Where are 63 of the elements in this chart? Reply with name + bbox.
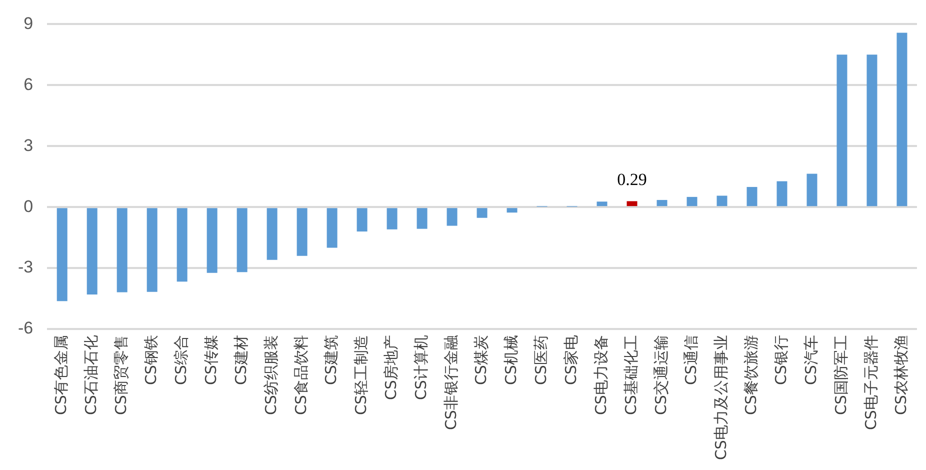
x-tick-label: CS餐饮旅游 <box>742 335 760 416</box>
bar <box>866 54 878 206</box>
x-tick-label: CS有色金属 <box>52 335 70 416</box>
x-tick-label: CS传媒 <box>202 335 220 386</box>
x-tick-label: CS家电 <box>562 335 580 386</box>
x-tick-label: CS电子元器件 <box>862 335 880 430</box>
x-tick-label: CS非银行金融 <box>442 335 460 430</box>
bar <box>476 208 488 218</box>
bar <box>896 32 908 206</box>
x-tick-label: CS建材 <box>232 335 250 386</box>
bar <box>56 208 68 302</box>
y-tick-label: -3 <box>18 258 34 277</box>
x-tick-label: CS机械 <box>502 335 520 386</box>
bar <box>596 202 608 206</box>
x-tick-label: CS石油石化 <box>82 335 100 416</box>
bar <box>806 174 818 206</box>
y-tick-label: 3 <box>24 136 34 155</box>
bar <box>146 208 158 292</box>
x-tick-label: CS医药 <box>532 335 550 386</box>
bar <box>716 196 728 206</box>
bar <box>506 208 518 213</box>
x-tick-label: CS农林牧渔 <box>892 335 910 416</box>
bar <box>326 208 338 248</box>
bar <box>296 208 308 256</box>
bar <box>356 208 368 232</box>
bar <box>266 208 278 260</box>
y-tick-label: 6 <box>24 74 34 94</box>
x-tick-label: CS轻工制造 <box>352 335 370 416</box>
x-tick-label: CS商贸零售 <box>112 335 130 416</box>
bar <box>656 200 668 206</box>
bar <box>176 208 188 282</box>
x-tick-label: CS食品饮料 <box>292 335 310 416</box>
bar <box>116 208 128 292</box>
x-tick-label: CS汽车 <box>802 335 820 386</box>
data-label: 0.29 <box>617 170 647 190</box>
x-tick-label: CS银行 <box>772 335 790 386</box>
x-tick-label: CS综合 <box>172 335 190 386</box>
bar <box>626 201 638 206</box>
x-tick-label: CS煤炭 <box>472 335 490 386</box>
x-tick-label: CS电力设备 <box>592 335 610 416</box>
x-tick-label: CS纺织服装 <box>262 335 280 416</box>
x-tick-label: CS交通运输 <box>652 335 670 416</box>
x-tick-label: CS建筑 <box>322 335 340 386</box>
bar <box>446 208 458 226</box>
bar <box>746 186 758 206</box>
bar <box>836 54 848 206</box>
x-tick-label: CS电力及公用事业 <box>712 335 730 460</box>
x-tick-label: CS计算机 <box>412 335 430 400</box>
bar <box>206 208 218 273</box>
y-tick-label: 0 <box>24 196 34 216</box>
bar <box>416 208 428 229</box>
bar <box>686 196 698 206</box>
x-tick-label: CS房地产 <box>382 335 400 400</box>
x-tick-label: CS基础化工 <box>622 335 640 416</box>
x-tick-label: CS国防军工 <box>832 335 850 416</box>
bar <box>86 208 98 294</box>
bar <box>236 208 248 272</box>
y-tick-label: -6 <box>18 318 34 338</box>
bar <box>776 181 788 206</box>
x-tick-label: CS通信 <box>682 335 700 386</box>
bar <box>386 208 398 230</box>
x-tick-label: CS钢铁 <box>142 335 160 386</box>
y-tick-label: 9 <box>24 14 34 33</box>
